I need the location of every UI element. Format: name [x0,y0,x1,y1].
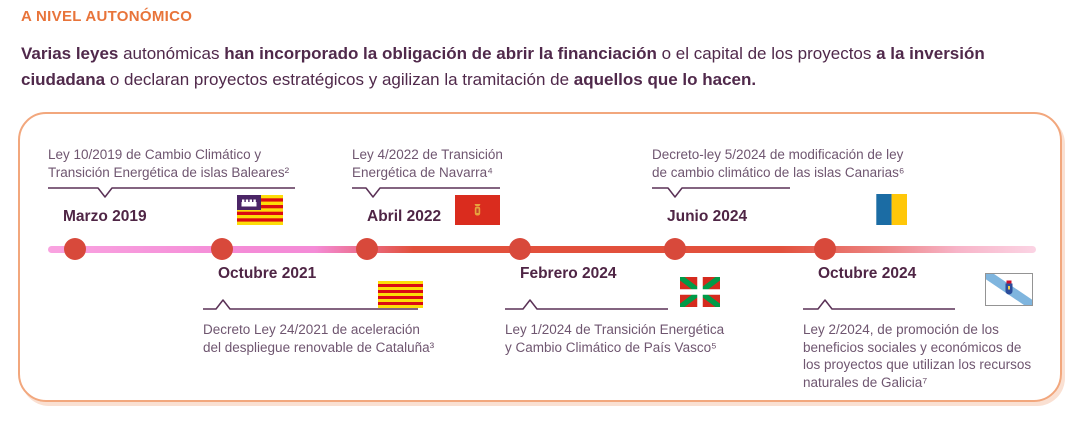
baleares-flag [237,195,283,225]
law-line: Ley 10/2019 de Cambio Climático y [48,147,262,162]
timeline-item-cataluna: Octubre 2021 Decreto Ley 24/2021 de acel… [203,265,434,356]
law-line: Decreto Ley 24/2021 de aceleración [203,322,420,337]
canarias-flag [861,194,907,225]
timeline-panel [18,112,1062,402]
law-line: los proyectos que utilizan los recursos [803,357,1032,372]
date-label: Junio 2024 [667,208,748,225]
timeline-dot-marzo-2019 [64,238,86,260]
cataluna-flag [378,281,423,308]
timeline-dot-octubre-2021 [211,238,233,260]
law-label: Decreto Ley 24/2021 de aceleración del d… [203,321,434,356]
timeline-line [48,246,1036,253]
bracket-notch-down [352,187,500,198]
timeline-item-navarra: Ley 4/2022 de Transición Energética de N… [352,146,503,226]
law-label: Decreto-ley 5/2024 de modificación de le… [652,146,904,181]
pais-vasco-flag [680,277,720,307]
law-line: Ley 2/2024, de promoción de los [803,322,999,337]
section-title: A NIVEL AUTONÓMICO [21,8,193,25]
intro-segment: aquellos que lo hacen. [573,70,757,89]
law-line: Ley 1/2024 de Transición Energética [505,322,725,337]
timeline-dot-abril-2022 [356,238,378,260]
law-label: Ley 2/2024, de promoción de los benefici… [803,321,1031,391]
intro-segment: Varias leyes [21,44,119,63]
galicia-flag [985,273,1033,306]
date-label: Octubre 2021 [218,265,317,282]
bracket-notch-up [803,299,955,310]
date-label: Abril 2022 [367,208,442,225]
intro-segment: autonómicas [118,44,225,63]
intro-segment: o el capital de los proyectos [656,44,877,63]
law-line: Ley 4/2022 de Transición [352,147,503,162]
timeline-item-canarias: Decreto-ley 5/2024 de modificación de le… [652,146,904,226]
law-line: Energética de Navarra⁴ [352,164,493,180]
law-line: Transición Energética de islas Baleares² [48,164,290,180]
law-label: Ley 10/2019 de Cambio Climático y Transi… [48,146,295,181]
law-line: de cambio climático de las islas Canaria… [652,164,905,180]
intro-segment: a la inversión ciudadana [21,44,985,89]
timeline-item-pais-vasco: Febrero 2024 Ley 1/2024 de Transición En… [505,265,724,356]
intro-segment: o declaran proyectos estratégicos y agil… [105,70,574,89]
timeline-item-galicia: Octubre 2024 Ley 2/2024, de promoción de… [803,265,1031,391]
bracket-notch-down [48,187,295,198]
law-line: y Cambio Climático de País Vasco⁵ [505,339,717,355]
bracket-notch-up [505,299,668,310]
bracket-notch-down [652,187,790,198]
law-line: beneficios sociales y económicos de [803,339,1022,355]
date-label: Febrero 2024 [520,265,617,282]
timeline-dot-octubre-2024 [814,238,836,260]
law-line: Decreto-ley 5/2024 de modificación de le… [652,147,904,162]
bracket-notch-up [203,299,418,310]
law-line: naturales de Galicia⁷ [803,374,928,390]
law-label: Ley 4/2022 de Transición Energética de N… [352,146,503,181]
timeline-dot-febrero-2024 [509,238,531,260]
intro-segment: han incorporado la obligación de abrir l… [224,44,657,63]
law-label: Ley 1/2024 de Transición Energética y Ca… [505,321,724,356]
law-line: del despliegue renovable de Cataluña³ [203,339,435,355]
date-label: Octubre 2024 [818,265,917,282]
timeline-item-baleares: Ley 10/2019 de Cambio Climático y Transi… [48,146,295,226]
navarra-flag [455,195,500,225]
intro-paragraph: Varias leyes autonómicas han incorporado… [21,41,1063,93]
timeline-dot-junio-2024 [664,238,686,260]
date-label: Marzo 2019 [63,208,147,225]
